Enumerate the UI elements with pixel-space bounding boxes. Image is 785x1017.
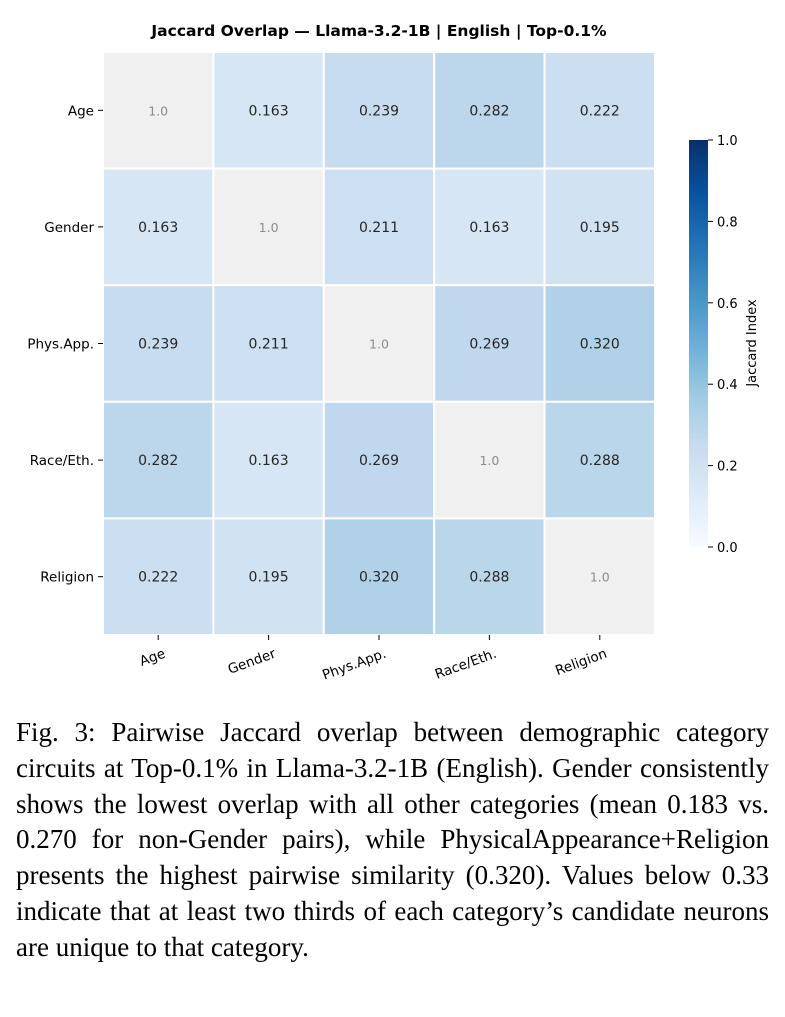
heatmap-cell (212, 517, 325, 637)
heatmap-cell (433, 400, 546, 520)
row-labels: Age Gender Phys.App. Race/Eth. Religion (27, 103, 103, 586)
colorbar-tick-label: 0.6 (717, 297, 738, 312)
column-label: Race/Eth. (433, 646, 499, 683)
colorbar-tick-label: 1.0 (717, 134, 738, 149)
row-label: Religion (40, 570, 94, 586)
heatmap-cell (212, 51, 325, 170)
cell-value-label: 0.163 (249, 103, 289, 119)
cell-value-label: 0.282 (469, 103, 509, 119)
cell-value-label: 0.163 (249, 453, 289, 469)
heatmap-cell (102, 517, 215, 637)
heatmap-cell (212, 284, 325, 403)
column-labels: Age Gender Phys.App. Race/Eth. Religion (138, 635, 609, 684)
cell-value-label: 0.288 (580, 453, 620, 469)
heatmap-cells: 1.0 0.163 0.239 0.282 0.222 0.163 1.0 0.211 0.16… (102, 51, 656, 637)
colorbar-tick-label: 0.4 (717, 378, 738, 393)
row-label: Race/Eth. (30, 453, 94, 469)
cell-value-label: 0.195 (249, 570, 289, 586)
heatmap-cell (102, 51, 215, 170)
cell-value-label: 0.222 (138, 570, 178, 586)
cell-value-label: 0.239 (359, 103, 399, 119)
cell-value-label: 1.0 (369, 337, 389, 352)
colorbar-label: Jaccard Index (745, 299, 760, 388)
cell-value-label: 0.222 (580, 103, 620, 119)
colorbar-gradient (689, 140, 708, 547)
heatmap-cell (322, 51, 436, 170)
cell-value-label: 0.163 (469, 220, 509, 236)
heatmap-cell (543, 167, 656, 287)
heatmap-cell (322, 517, 436, 637)
row-label: Age (68, 103, 94, 119)
heatmap-cell (322, 400, 436, 520)
cell-value-label: 1.0 (479, 453, 499, 468)
cell-value-label: 1.0 (148, 103, 168, 118)
caption-text: Pairwise Jaccard overlap between demogra… (16, 717, 769, 962)
heatmap-cell (322, 167, 436, 287)
cell-value-label: 0.269 (359, 453, 399, 469)
cell-value-label: 0.282 (138, 453, 178, 469)
heatmap-cell (543, 517, 656, 637)
row-label: Gender (44, 220, 94, 236)
figure-caption: Fig. 3: Pairwise Jaccard overlap between… (16, 715, 769, 966)
colorbar-tick-label: 0.2 (717, 460, 738, 475)
cell-value-label: 0.320 (359, 570, 399, 586)
column-label: Religion (553, 646, 609, 679)
cell-value-label: 1.0 (259, 220, 279, 235)
column-label: Age (138, 646, 168, 670)
heatmap-cell (212, 400, 325, 520)
heatmap-cell (433, 284, 546, 403)
heatmap-chart: Jaccard Overlap — Llama-3.2-1B | English… (27, 22, 760, 684)
cell-value-label: 0.320 (580, 337, 620, 353)
column-label: Gender (226, 646, 279, 678)
column-label: Phys.App. (320, 646, 388, 684)
heatmap-cell (543, 400, 656, 520)
cell-value-label: 1.0 (590, 570, 610, 585)
cell-value-label: 0.163 (138, 220, 178, 236)
cell-value-label: 0.269 (469, 337, 509, 353)
cell-value-label: 0.211 (249, 337, 289, 353)
colorbar: 0.0 0.2 0.4 0.6 0.8 1.0 (689, 134, 738, 556)
caption-prefix: Fig. 3: (16, 717, 96, 747)
chart-title: Jaccard Overlap — Llama-3.2-1B | English… (150, 22, 607, 41)
cell-value-label: 0.239 (138, 337, 178, 353)
colorbar-tick-label: 0.8 (717, 215, 738, 230)
cell-value-label: 0.195 (580, 220, 620, 236)
cell-value-label: 0.211 (359, 220, 399, 236)
cell-value-label: 0.288 (469, 570, 509, 586)
colorbar-tick-label: 0.0 (717, 541, 738, 556)
row-label: Phys.App. (27, 337, 94, 353)
